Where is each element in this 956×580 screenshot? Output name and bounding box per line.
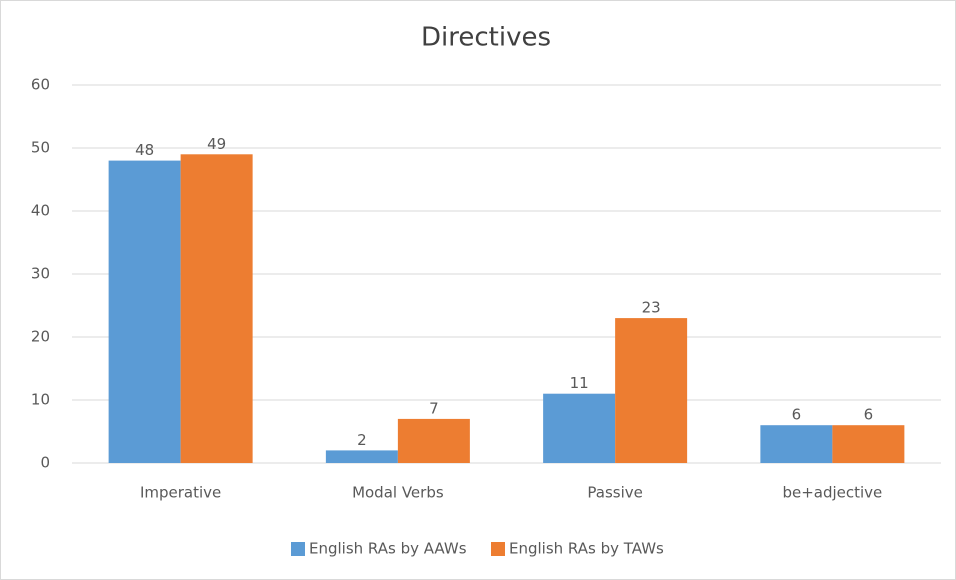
x-tick-label: Imperative xyxy=(140,484,221,502)
data-label: 7 xyxy=(429,399,439,417)
data-label: 23 xyxy=(642,299,661,317)
y-tick-label: 60 xyxy=(31,76,50,94)
legend-label: English RAs by TAWs xyxy=(509,540,664,558)
bar xyxy=(180,154,253,464)
y-tick-label: 40 xyxy=(31,202,50,220)
x-tick-label: be+adjective xyxy=(782,484,882,502)
y-tick-label: 30 xyxy=(31,265,50,283)
data-label: 6 xyxy=(864,406,874,424)
chart-title: Directives xyxy=(421,23,551,53)
bar xyxy=(108,160,181,463)
y-tick-label: 10 xyxy=(31,391,50,409)
data-label: 11 xyxy=(570,374,589,392)
bar xyxy=(543,393,616,463)
data-label: 48 xyxy=(135,141,154,159)
y-tick-label: 20 xyxy=(31,328,50,346)
y-tick-label: 0 xyxy=(40,454,50,472)
data-label: 2 xyxy=(357,431,367,449)
legend-swatch xyxy=(491,542,505,556)
bar xyxy=(615,318,688,463)
y-tick-label: 50 xyxy=(31,139,50,157)
bar xyxy=(325,450,398,463)
bar xyxy=(832,425,905,463)
bar xyxy=(397,418,470,463)
x-tick-label: Modal Verbs xyxy=(352,484,444,502)
legend-label: English RAs by AAWs xyxy=(309,540,467,558)
x-tick-label: Passive xyxy=(587,484,642,502)
data-label: 6 xyxy=(792,406,802,424)
data-label: 49 xyxy=(207,135,226,153)
legend-swatch xyxy=(291,542,305,556)
bar xyxy=(760,425,833,463)
